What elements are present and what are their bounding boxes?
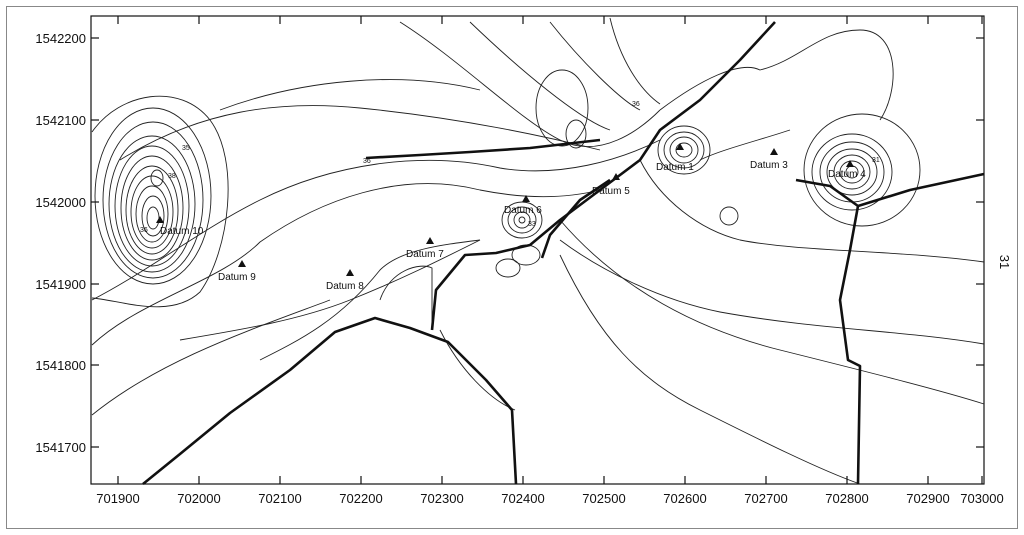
x-tick-label: 702400 xyxy=(501,491,544,506)
datum-3-label: Datum 3 xyxy=(750,160,788,171)
datum-9-marker: Datum 9 xyxy=(218,260,256,283)
x-axis-ticks xyxy=(117,16,983,484)
x-tick-label: 701900 xyxy=(96,491,139,506)
x-tick-label: 702000 xyxy=(177,491,220,506)
y-tick-label: 1541800 xyxy=(35,358,86,373)
y-tick-label: 1541900 xyxy=(35,277,86,292)
contour-label: 38 xyxy=(168,173,176,180)
datum-4-label: Datum 4 xyxy=(828,169,866,180)
contour-label: 33 xyxy=(528,221,536,228)
datum-5-label: Datum 5 xyxy=(592,186,630,197)
x-tick-label: 702900 xyxy=(906,491,949,506)
datum-4-marker: Datum 4 xyxy=(828,160,866,180)
datum-1-label: Datum 1 xyxy=(656,162,694,173)
x-tick-label: 702300 xyxy=(420,491,463,506)
map-frame xyxy=(6,6,1018,529)
datum-6-label: Datum 6 xyxy=(504,205,542,216)
contour-label: 36 xyxy=(140,227,148,234)
x-axis-labels: 701900 702000 702100 702200 702300 70240… xyxy=(96,491,1003,506)
x-tick-label: 702800 xyxy=(825,491,868,506)
right-side-label: 31 xyxy=(997,255,1012,269)
datum-3-marker: Datum 3 xyxy=(750,148,788,171)
y-axis-ticks xyxy=(91,37,984,448)
datum-6-marker: Datum 6 xyxy=(504,195,542,216)
x-tick-label: 703000 xyxy=(960,491,1003,506)
x-tick-label: 702500 xyxy=(582,491,625,506)
y-tick-label: 1542200 xyxy=(35,31,86,46)
datum-10-label: Datum 10 xyxy=(160,226,204,237)
y-tick-label: 1542000 xyxy=(35,195,86,210)
contour-value-labels: 36 36 35 38 31 36 33 xyxy=(140,101,880,234)
datum-7-marker: Datum 7 xyxy=(406,237,444,260)
y-axis-labels: 1542200 1542100 1542000 1541900 1541800 … xyxy=(35,31,86,455)
x-tick-label: 702600 xyxy=(663,491,706,506)
datum-5-marker: Datum 5 xyxy=(592,173,630,197)
datum-1-marker: Datum 1 xyxy=(656,143,694,173)
datum-markers: Datum 1 Datum 3 Datum 4 Datum 5 Datum 6 … xyxy=(156,143,866,292)
plot-border xyxy=(90,15,985,485)
contour-label: 35 xyxy=(182,145,190,152)
contour-label: 36 xyxy=(632,101,640,108)
contour-label: 36 xyxy=(363,158,371,165)
x-tick-label: 702200 xyxy=(339,491,382,506)
datum-8-label: Datum 8 xyxy=(326,281,364,292)
contour-lines xyxy=(91,17,985,485)
datum-8-marker: Datum 8 xyxy=(326,269,364,292)
contour-label: 31 xyxy=(872,157,880,164)
y-tick-label: 1541700 xyxy=(35,440,86,455)
road-lines xyxy=(142,21,985,486)
x-tick-label: 702100 xyxy=(258,491,301,506)
datum-7-label: Datum 7 xyxy=(406,249,444,260)
x-tick-label: 702700 xyxy=(744,491,787,506)
datum-9-label: Datum 9 xyxy=(218,272,256,283)
y-tick-label: 1542100 xyxy=(35,113,86,128)
datum-10-marker: Datum 10 xyxy=(156,216,204,237)
